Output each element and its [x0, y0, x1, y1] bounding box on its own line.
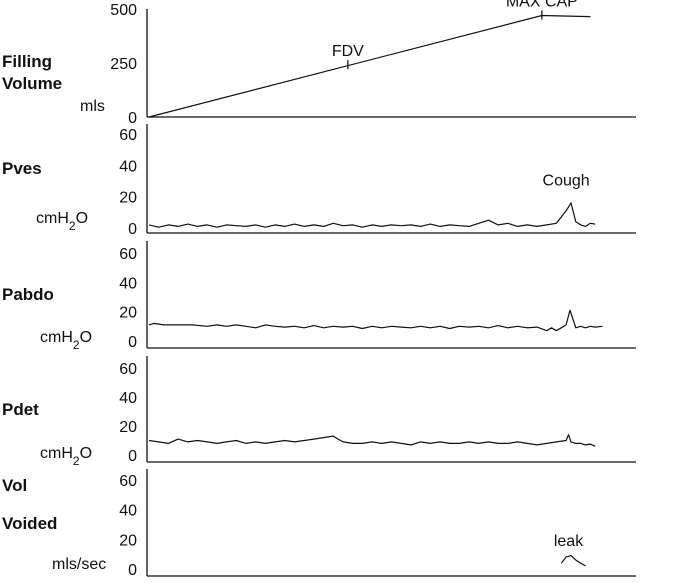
- y-tick-label: 0: [128, 221, 137, 238]
- y-tick-label: 40: [119, 390, 137, 407]
- y-tick-label: 60: [119, 246, 137, 263]
- y-tick-label: 20: [119, 532, 137, 549]
- series-line-vol-voided: [560, 555, 586, 567]
- panel-title: Voided: [2, 514, 57, 533]
- y-tick-label: 40: [119, 275, 137, 292]
- y-tick-label: 20: [119, 419, 137, 436]
- series-line-pves: [148, 202, 596, 228]
- unit-label: cmH2O: [40, 445, 92, 468]
- y-tick-label: 40: [119, 158, 137, 175]
- series-line-pdet: [148, 434, 596, 447]
- y-tick-label: 60: [119, 127, 137, 144]
- panel-title: Pdet: [2, 400, 39, 419]
- unit-label: mls/sec: [52, 556, 106, 573]
- y-tick-label: 250: [110, 56, 137, 73]
- panel-title: Vol: [2, 476, 27, 495]
- unit-label: cmH2O: [40, 329, 92, 352]
- y-tick-label: 60: [119, 473, 137, 490]
- y-tick-label: 40: [119, 503, 137, 520]
- annotation-label: MAX CAP: [506, 0, 578, 10]
- unit-label: mls: [80, 98, 105, 115]
- y-tick-label: 0: [128, 110, 137, 127]
- series-line-pabdo: [148, 309, 603, 332]
- y-tick-label: 0: [128, 562, 137, 579]
- panel-title: Volume: [2, 74, 62, 93]
- annotation-label: leak: [554, 533, 584, 550]
- y-tick-label: 20: [119, 305, 137, 322]
- panel-title: Pabdo: [2, 285, 54, 304]
- y-tick-label: 0: [128, 334, 137, 351]
- y-tick-label: 500: [110, 2, 137, 19]
- y-tick-label: 20: [119, 190, 137, 207]
- unit-label: cmH2O: [36, 210, 88, 233]
- panel-title: Pves: [2, 159, 42, 178]
- annotation-label: FDV: [332, 43, 364, 60]
- series-line-filling-volume: [148, 14, 591, 118]
- y-tick-label: 0: [128, 448, 137, 465]
- y-tick-label: 60: [119, 361, 137, 378]
- annotation-label: Cough: [543, 172, 590, 189]
- panel-title: Filling: [2, 52, 52, 71]
